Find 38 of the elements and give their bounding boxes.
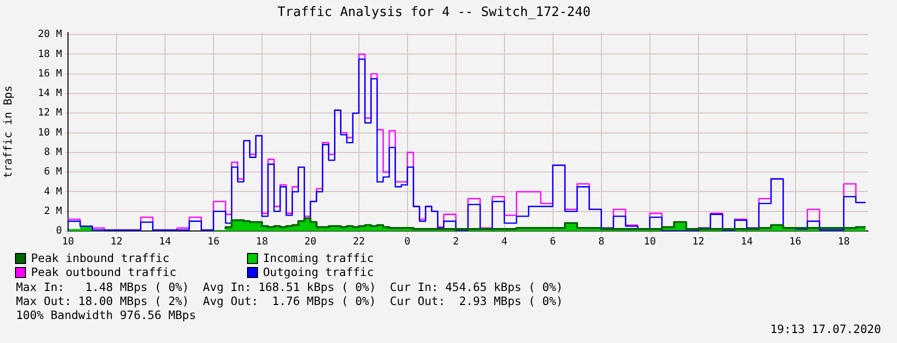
x-tick-label: 14 (740, 236, 753, 248)
text: Max In: 1.48 MBps ( 0%) Avg In: 168.51 kBps ( 0%) Cur In: 454.65 kBps ( 0%) (16, 280, 564, 294)
y-tick-label: 16 M (38, 68, 62, 80)
y-tick-label: 12 M (38, 108, 62, 119)
y-tick-label: 4 M (44, 186, 62, 198)
x-tick-label: 20 (304, 236, 316, 248)
x-tick-label: 10 (62, 236, 74, 248)
x-tick-label: 10 (644, 236, 656, 248)
y-tick-label: 14 M (38, 88, 62, 100)
x-tick-label: 8 (598, 236, 604, 248)
x-tick-label: 6 (550, 236, 556, 248)
text: Max Out: 18.00 MBps ( 2%) Avg Out: 1.76 MBps ( 0%) Cur Out: 2.93 MBps ( 0%) (16, 294, 564, 308)
x-tick-label: 16 (207, 236, 220, 248)
x-tick-label: 12 (692, 236, 704, 248)
y-tick-label: 8 M (44, 147, 62, 158)
x-tick-label: 4 (501, 236, 508, 248)
chart-title: Traffic Analysis for 4 -- Switch_172-240 (277, 5, 591, 20)
legend-label: Peak outbound traffic (30, 265, 178, 279)
text: 19:13 17.07.2020 (769, 322, 881, 336)
x-tick-label: 0 (404, 236, 410, 248)
x-tick-label: 14 (158, 236, 171, 248)
y-axis-title: traffic in Bps (1, 85, 14, 178)
y-tick-label: 2 M (44, 206, 62, 217)
x-tick-label: 18 (256, 236, 268, 248)
x-tick-label: 18 (838, 236, 850, 248)
y-tick-label: 18 M (38, 48, 62, 60)
legend-label: Peak inbound traffic (30, 251, 170, 265)
x-tick-label: 16 (789, 236, 802, 248)
x-tick-label: 12 (110, 236, 123, 248)
x-tick-label: 2 (452, 236, 459, 248)
y-tick-label: 0 (56, 226, 62, 237)
legend-label: Incoming traffic (262, 251, 375, 265)
legend-label: Outgoing traffic (262, 265, 375, 279)
y-tick-label: 10 M (38, 127, 62, 138)
y-tick-label: 6 M (44, 166, 62, 178)
y-tick-label: 20 M (38, 29, 62, 40)
x-tick-label: 22 (352, 236, 365, 248)
text: 100% Bandwidth 976.56 MBps (16, 308, 198, 322)
